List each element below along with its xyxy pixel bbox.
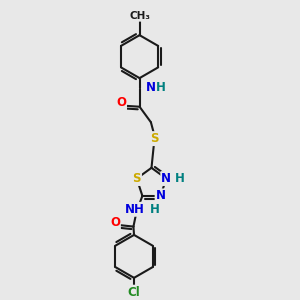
Text: S: S xyxy=(133,172,141,185)
Text: Cl: Cl xyxy=(128,286,140,299)
Text: O: O xyxy=(110,216,120,229)
Text: H: H xyxy=(175,172,184,185)
Text: NH: NH xyxy=(125,203,145,216)
Text: H: H xyxy=(156,81,166,94)
Text: O: O xyxy=(116,96,126,109)
Text: N: N xyxy=(156,189,166,203)
Text: H: H xyxy=(149,203,159,216)
Text: CH₃: CH₃ xyxy=(129,11,150,21)
Text: NH: NH xyxy=(146,81,166,94)
Text: S: S xyxy=(150,132,159,145)
Text: N: N xyxy=(161,172,171,185)
